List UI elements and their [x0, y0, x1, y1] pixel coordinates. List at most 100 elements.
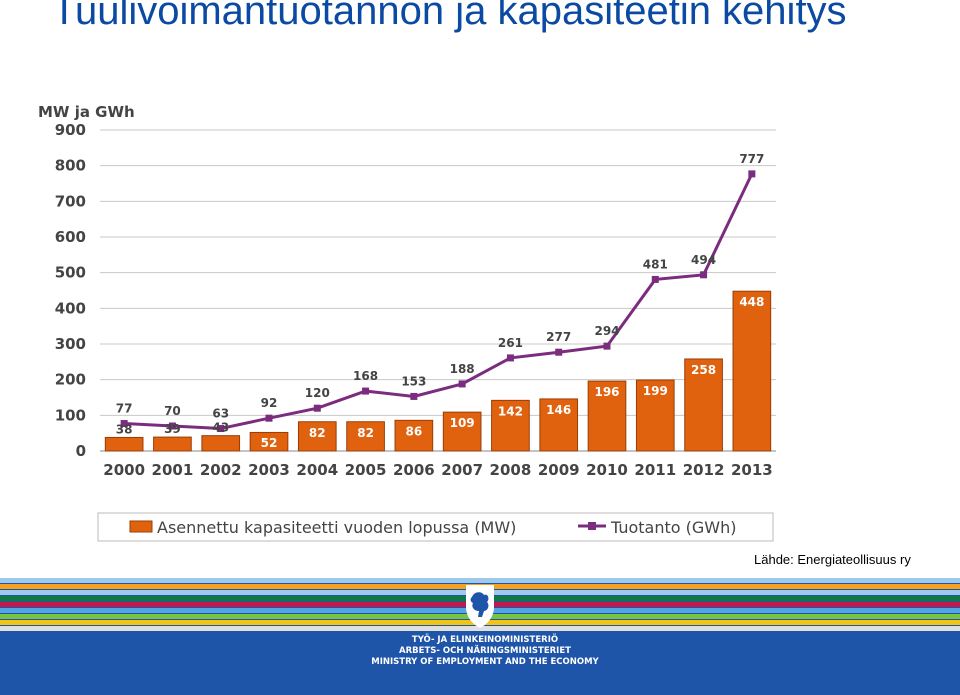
legend-bar-label: Asennettu kapasiteetti vuoden lopussa (M…	[157, 518, 516, 537]
capacity-bar	[587, 380, 627, 452]
capacity-bar	[442, 411, 482, 452]
bar-value-label: 38	[116, 422, 133, 436]
production-point	[265, 414, 273, 422]
legend-box	[97, 512, 774, 542]
capacity-bar	[201, 435, 241, 452]
x-tick-label: 2011	[634, 461, 676, 479]
x-tick-label: 2005	[345, 461, 387, 479]
capacity-bars	[104, 290, 772, 452]
ministry-lion-logo-icon	[466, 585, 494, 628]
capacity-bar	[104, 436, 144, 452]
production-point	[168, 422, 176, 430]
line-value-label: 120	[305, 386, 330, 400]
line-value-label: 77	[116, 402, 133, 416]
capacity-bar	[539, 398, 579, 452]
x-tick-label: 2001	[152, 461, 194, 479]
footer-stripe	[0, 626, 960, 631]
production-point	[700, 271, 708, 279]
production-point	[555, 348, 563, 356]
x-tick-label: 2009	[538, 461, 580, 479]
x-tick-label: 2006	[393, 461, 435, 479]
x-tick-label: 2013	[731, 461, 773, 479]
legend: Asennettu kapasiteetti vuoden lopussa (M…	[97, 512, 774, 542]
bar-value-label: 142	[498, 404, 523, 418]
grid-lines	[100, 129, 776, 452]
production-point	[410, 392, 418, 400]
x-tick-label: 2000	[103, 461, 145, 479]
production-series-line	[124, 173, 754, 431]
bar-value-label: 258	[691, 363, 716, 377]
bar-value-label: 109	[450, 416, 475, 430]
ministry-name-en: MINISTRY OF EMPLOYMENT AND THE ECONOMY	[371, 657, 599, 667]
capacity-bar	[635, 379, 675, 452]
capacity-bar	[394, 419, 434, 452]
legend-line-marker	[588, 522, 596, 530]
production-point	[313, 404, 321, 412]
bar-value-label: 196	[594, 385, 619, 399]
ministry-name-fi: TYÖ- JA ELINKEINOMINISTERIÖ	[411, 635, 559, 645]
y-tick-label: 0	[76, 442, 86, 460]
bar-value-label: 448	[739, 295, 764, 309]
x-tick-label: 2003	[248, 461, 290, 479]
bar-value-label: 199	[643, 384, 668, 398]
production-point	[362, 387, 370, 395]
value-labels: 38 39 43 52 82 82 86 109 142 146 196 199 258 448 77 70 6…	[116, 152, 765, 450]
capacity-bar	[249, 431, 289, 452]
wind-power-chart: MW ja GWh 38 39 43 52 82 82 86 109 142 146 196 199 2…	[38, 103, 776, 542]
capacity-bar	[684, 358, 723, 452]
capacity-bar	[297, 421, 337, 452]
production-point	[217, 425, 225, 433]
line-value-label: 92	[261, 396, 278, 410]
line-value-label: 277	[546, 330, 571, 344]
bar-value-label: 52	[261, 436, 278, 450]
bar-value-label: 146	[546, 403, 571, 417]
y-tick-label: 200	[55, 371, 86, 389]
capacity-bar	[346, 421, 385, 452]
y-tick-label: 800	[55, 157, 86, 175]
production-point	[748, 170, 756, 178]
production-point	[120, 420, 128, 428]
footer-banner: TYÖ- JA ELINKEINOMINISTERIÖ ARBETS- OCH …	[0, 578, 960, 695]
line-value-label: 188	[450, 362, 475, 376]
y-tick-label: 600	[55, 228, 86, 246]
capacity-bar	[153, 436, 192, 452]
line-value-label: 153	[401, 374, 426, 388]
y-tick-label: 300	[55, 335, 86, 353]
line-value-label: 168	[353, 369, 378, 383]
capacity-bar	[732, 290, 772, 452]
y-tick-label: 500	[55, 264, 86, 282]
source-note: Lähde: Energiateollisuus ry	[754, 552, 911, 567]
y-tick-label: 100	[55, 406, 86, 424]
bar-value-label: 86	[406, 424, 423, 438]
production-point	[458, 380, 466, 388]
x-tick-label: 2002	[200, 461, 242, 479]
production-line	[120, 170, 756, 433]
y-tick-label: 400	[55, 299, 86, 317]
line-value-label: 70	[164, 404, 181, 418]
x-tick-label: 2007	[441, 461, 483, 479]
legend-bar-swatch	[129, 520, 153, 533]
line-value-label: 777	[739, 152, 764, 166]
x-tick-label: 2004	[296, 461, 338, 479]
line-value-label: 261	[498, 336, 523, 350]
bar-value-label: 82	[357, 426, 374, 440]
line-value-label: 481	[643, 257, 668, 271]
x-tick-labels: 2000 2001 2002 2003 2004 2005 2006 2007 2008 2009…	[103, 461, 772, 479]
line-value-label: 494	[691, 253, 716, 267]
y-tick-label: 900	[55, 121, 86, 139]
x-tick-label: 2012	[683, 461, 725, 479]
x-tick-label: 2008	[490, 461, 532, 479]
line-value-label: 294	[594, 324, 619, 338]
bar-value-label: 82	[309, 426, 326, 440]
y-tick-labels: 0 100 200 300 400 500 600 700 800 900	[55, 121, 86, 460]
page-title: Tuulivoimantuotannon ja kapasiteetin keh…	[52, 0, 847, 33]
ministry-name-sv: ARBETS- OCH NÄRINGSMINISTERIET	[399, 646, 571, 656]
y-tick-label: 700	[55, 192, 86, 210]
production-point	[603, 342, 611, 350]
bar-value-label: 43	[212, 421, 229, 435]
y-axis-label: MW ja GWh	[38, 103, 135, 121]
line-value-label: 63	[212, 407, 229, 421]
legend-line-label: Tuotanto (GWh)	[610, 518, 736, 537]
capacity-bar	[491, 399, 530, 452]
production-point	[506, 354, 514, 362]
